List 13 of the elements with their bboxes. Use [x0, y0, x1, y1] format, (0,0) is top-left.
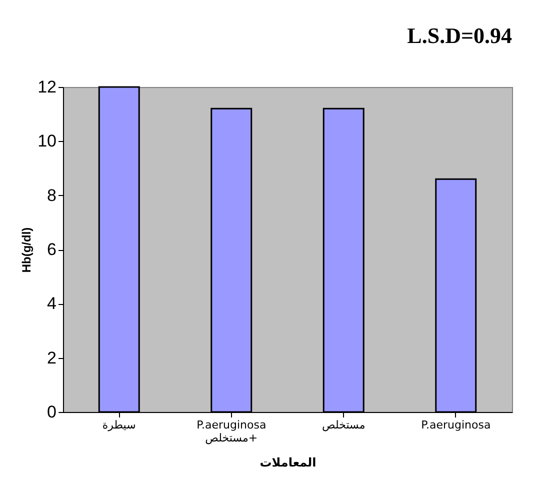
x-tick-label: سيطرة [102, 418, 136, 432]
y-tick-label: 4 [47, 294, 56, 314]
y-tick-label: 8 [47, 186, 56, 205]
y-tick-label: 6 [47, 240, 56, 259]
x-tick-label: مستخلص [322, 418, 366, 432]
y-tick-label: 12 [38, 78, 56, 96]
x-tick-label: P.aeruginosa [421, 418, 491, 432]
y-tick-label: 10 [38, 132, 56, 151]
y-axis-title: Hb(g/dl) [20, 227, 34, 273]
y-tick-label: 0 [47, 402, 56, 422]
y-tick-label: 2 [47, 348, 56, 368]
x-axis-title: المعاملات [260, 456, 316, 470]
chart-title: L.S.D=0.94 [407, 23, 512, 48]
